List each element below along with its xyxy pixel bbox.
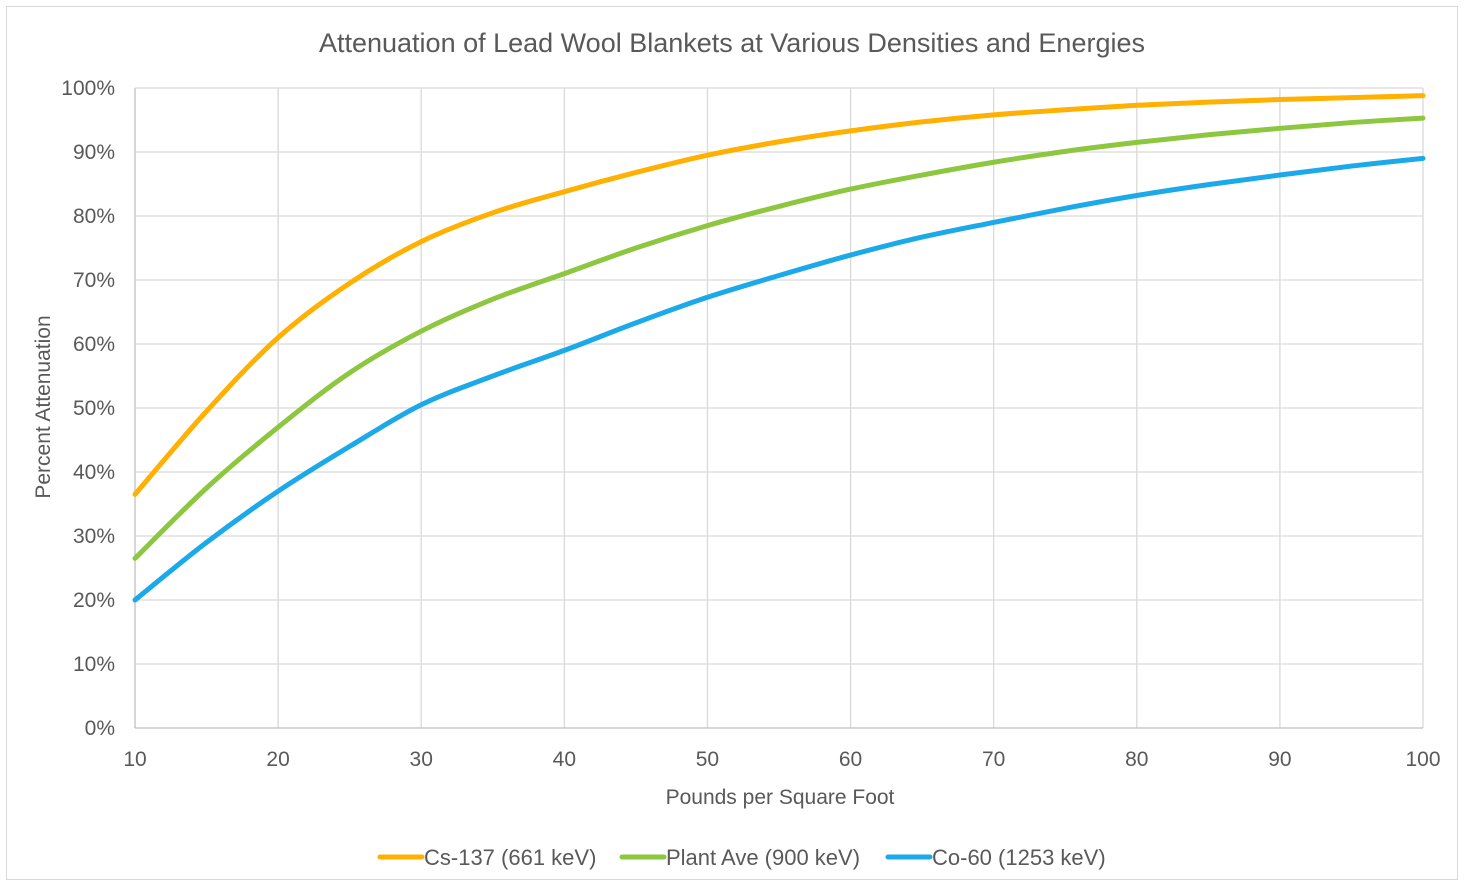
series-line-2 [132,115,1426,561]
series-line-3 [132,155,1426,603]
series-lines [132,93,1426,603]
y-tick-label: 60% [73,333,115,356]
y-tick-label: 20% [73,589,115,612]
x-tick-label: 60 [839,748,862,771]
x-axis-tick-labels: 10 20 30 40 50 60 70 80 90 100 [123,748,1440,771]
y-tick-label: 50% [73,397,115,420]
x-tick-label: 100 [1405,748,1440,771]
legend-label: Cs-137 (661 keV) [424,845,596,870]
x-tick-label: 40 [553,748,576,771]
x-tick-label: 80 [1125,748,1148,771]
x-tick-label: 10 [123,748,146,771]
y-tick-label: 0% [85,717,115,740]
x-tick-label: 70 [982,748,1005,771]
y-axis-label: Percent Attenuation [32,315,55,498]
x-tick-label: 20 [266,748,289,771]
x-axis-label: Pounds per Square Foot [666,786,895,809]
chart-title: Attenuation of Lead Wool Blankets at Var… [319,28,1145,58]
horizontal-gridlines [135,87,1423,729]
x-tick-label: 50 [696,748,719,771]
y-axis-tick-labels: 0% 10% 20% 30% 40% 50% 60% 70% 80% 90% 100% [61,77,115,740]
x-tick-label: 30 [410,748,433,771]
y-tick-label: 30% [73,525,115,548]
legend: Cs-137 (661 keV) Plant Ave (900 keV) Co-60… [377,845,1106,870]
y-tick-label: 10% [73,653,115,676]
series-line-1 [132,93,1426,497]
legend-label: Plant Ave (900 keV) [666,845,860,870]
x-tick-label: 90 [1268,748,1291,771]
y-tick-label: 40% [73,461,115,484]
y-tick-label: 100% [61,77,115,100]
legend-label: Co-60 (1253 keV) [932,845,1106,870]
y-tick-label: 80% [73,205,115,228]
y-tick-label: 90% [73,141,115,164]
y-tick-label: 70% [73,269,115,292]
